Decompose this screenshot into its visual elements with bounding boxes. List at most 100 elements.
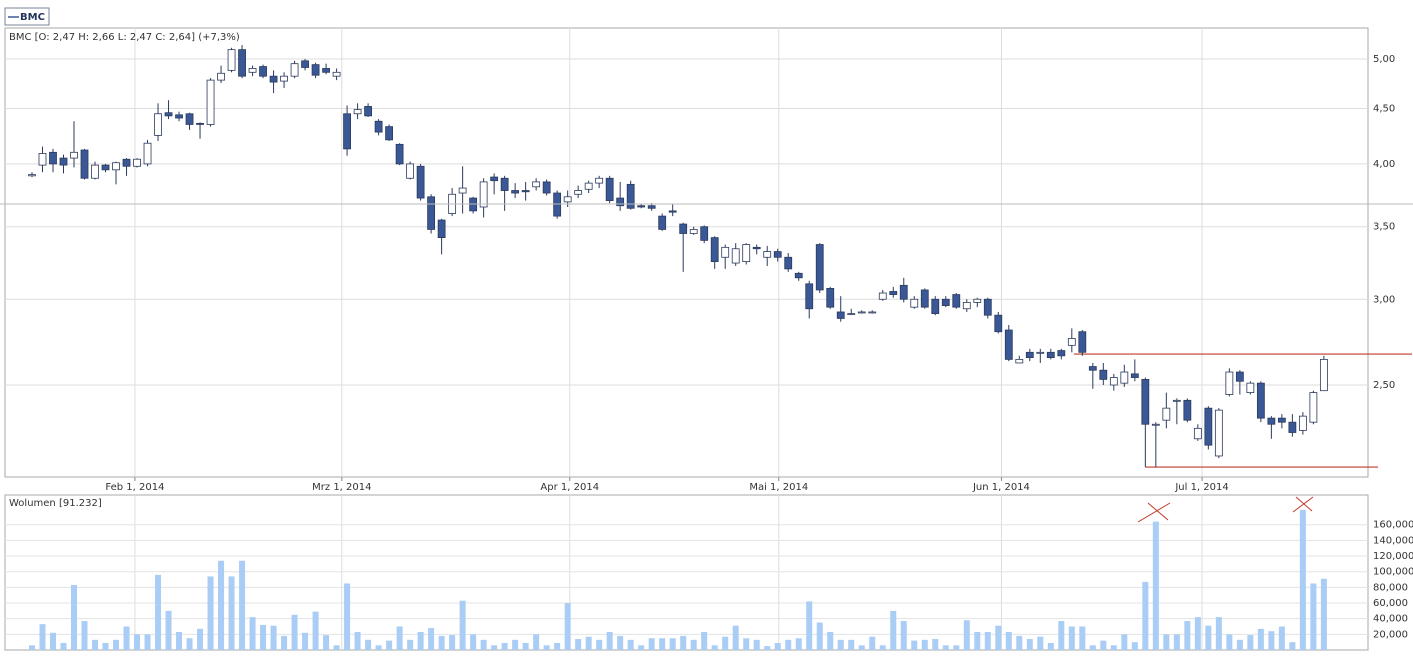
candle-body	[647, 205, 656, 209]
volume-bar	[459, 600, 466, 650]
volume-bar	[585, 636, 592, 650]
y-tick-label: 4,00	[1373, 159, 1395, 170]
candle-body	[1204, 407, 1213, 446]
volume-bar	[659, 638, 666, 650]
candle-body	[1130, 373, 1139, 378]
volume-bar	[417, 631, 424, 650]
volume-bar	[49, 632, 56, 650]
volume-bar	[197, 628, 204, 650]
candle-body	[133, 158, 141, 167]
volume-bar	[795, 638, 802, 650]
candle-body	[490, 176, 499, 182]
volume-bar	[764, 646, 771, 650]
volume-bar	[1026, 639, 1033, 650]
volume-bar	[669, 638, 676, 650]
volume-bar	[743, 638, 750, 650]
candle-body	[332, 71, 341, 77]
volume-bar	[1110, 645, 1117, 650]
candle-body	[1256, 382, 1265, 419]
candle-body	[28, 174, 36, 177]
marker-line	[1137, 502, 1171, 523]
volume-bar	[407, 639, 414, 650]
candle-body	[154, 113, 162, 136]
candle-body	[416, 165, 425, 199]
volume-bar	[522, 642, 529, 650]
volume-bar	[711, 645, 718, 650]
price-info: BMC [O: 2,47 H: 2,66 L: 2,47 C: 2,64] (+…	[9, 32, 240, 43]
candle-body	[1151, 423, 1160, 426]
candle-body	[406, 163, 415, 179]
candle-body	[1120, 371, 1129, 384]
volume-bar	[270, 625, 277, 650]
candle-body	[962, 301, 971, 310]
volume-bar	[165, 610, 172, 650]
volume-bar	[92, 639, 99, 650]
candle-body	[805, 283, 814, 310]
candle-body	[1309, 392, 1318, 423]
x-tick-label: Feb 1, 2014	[105, 482, 164, 493]
volume-bar	[102, 642, 109, 650]
x-tick-label: Mai 1, 2014	[749, 482, 808, 493]
candle-body	[206, 79, 215, 125]
candle-body	[1277, 417, 1286, 423]
volume-bar	[753, 639, 760, 650]
spike-markers	[1137, 496, 1314, 523]
candle-body	[427, 196, 436, 230]
volume-bar	[1257, 628, 1264, 650]
candle-body	[343, 113, 351, 150]
candle-body	[763, 251, 772, 258]
candle-body	[122, 158, 131, 167]
candle-body	[1078, 331, 1087, 353]
candle-body	[826, 288, 835, 308]
volume-bar	[396, 626, 403, 650]
candle-body	[217, 72, 225, 81]
candle-body	[721, 246, 730, 258]
volume-bar	[900, 621, 907, 650]
candle-body	[1319, 358, 1328, 392]
volume-bar	[470, 634, 477, 650]
volume-bar	[449, 635, 456, 650]
volume-bar	[974, 631, 981, 650]
candle-body	[311, 64, 320, 76]
volume-bar	[638, 645, 645, 650]
volume-bar	[690, 639, 697, 650]
candle-body	[1246, 382, 1255, 394]
candle-body	[248, 68, 257, 73]
candle-body	[1109, 377, 1118, 386]
candle-body	[1193, 427, 1202, 440]
candle-body	[553, 192, 562, 217]
candle-body	[983, 298, 992, 316]
volume-bar	[680, 635, 687, 650]
candle-body	[521, 190, 530, 193]
volume-bar	[995, 625, 1002, 650]
volume-bar	[302, 632, 309, 650]
volume-bar	[606, 631, 613, 650]
candle-body	[605, 177, 614, 201]
candle-body	[626, 183, 635, 209]
candle-body	[112, 162, 120, 171]
volume-bar	[1016, 635, 1023, 650]
candle-body	[395, 143, 404, 165]
y-tick-label: 120,000	[1373, 551, 1413, 562]
candle-body	[259, 66, 267, 77]
legend-label: BMC	[20, 12, 45, 23]
candle-body	[1183, 399, 1192, 421]
candle-body	[815, 244, 824, 291]
candle-body	[584, 182, 593, 190]
y-tick-label: 3,50	[1373, 222, 1395, 233]
volume-bar	[1299, 509, 1306, 650]
candle-body	[794, 272, 803, 279]
candle-body	[1162, 407, 1171, 421]
volume-bar	[1079, 626, 1086, 650]
candle-body	[1088, 366, 1097, 371]
volume-bar	[81, 621, 88, 650]
volume-bar	[963, 620, 970, 650]
volume-bar	[344, 583, 351, 650]
x-tick-label: Apr 1, 2014	[540, 482, 599, 493]
y-tick-label: 4,50	[1373, 104, 1395, 115]
volume-bar	[1215, 617, 1222, 650]
volume-bar	[1131, 642, 1138, 650]
y-tick-label: 3,00	[1373, 294, 1395, 305]
x-tick-label: Jul 1, 2014	[1174, 482, 1228, 493]
